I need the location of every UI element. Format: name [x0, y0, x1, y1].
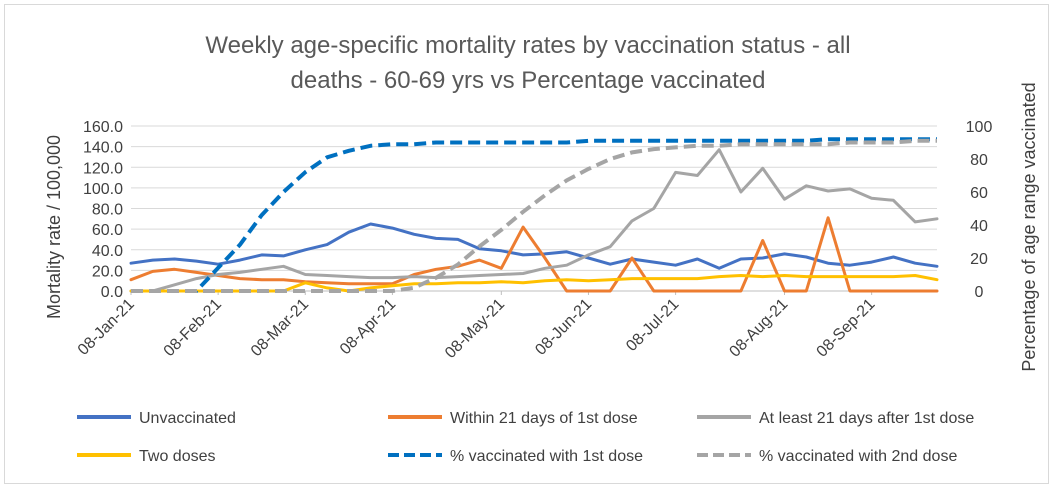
left-tick-label: 120.0	[83, 160, 123, 177]
series-line-4	[131, 137, 937, 293]
legend-label: % vaccinated with 2nd dose	[759, 448, 957, 465]
legend-label: At least 21 days after 1st dose	[759, 410, 974, 427]
chart-svg: Weekly age-specific mortality rates by v…	[44, 32, 1039, 465]
x-tick-label: 08-May-21	[442, 296, 508, 362]
series-line-5	[131, 138, 937, 293]
legend-label: % vaccinated with 1st dose	[450, 448, 643, 465]
series-line-2	[129, 148, 939, 293]
right-axis-ticks: 0 20 40 60 80 100	[966, 119, 993, 301]
series-line-0	[129, 222, 939, 270]
right-tick-label: 60	[970, 185, 988, 202]
x-tick-label: 08-Mar-21	[248, 296, 312, 360]
left-axis-label: Mortality rate / 100,000	[44, 135, 64, 319]
left-tick-label: 40.0	[92, 243, 123, 260]
x-tick-label: 08-Jul-21	[623, 296, 682, 355]
x-axis-ticks: 08-Jan-21 08-Feb-21 08-Mar-21 08-Apr-21 08-M…	[75, 291, 879, 362]
left-tick-label: 100.0	[83, 181, 123, 198]
legend-label: Within 21 days of 1st dose	[450, 410, 638, 427]
right-tick-label: 100	[966, 119, 993, 136]
gridlines	[131, 125, 937, 292]
left-tick-label: 80.0	[92, 202, 123, 219]
x-tick-label: 08-Jun-21	[532, 296, 595, 359]
chart-title-line-1: Weekly age-specific mortality rates by v…	[205, 32, 850, 59]
chart-frame: Weekly age-specific mortality rates by v…	[4, 4, 1049, 484]
x-tick-label: 08-Sep-21	[814, 296, 879, 361]
left-tick-label: 20.0	[92, 263, 123, 280]
x-tick-label: 08-Apr-21	[337, 296, 399, 358]
x-tick-label: 08-Jan-21	[75, 296, 138, 359]
legend-label: Two doses	[139, 448, 215, 465]
left-tick-label: 160.0	[83, 119, 123, 136]
right-tick-label: 20	[970, 251, 988, 268]
chart-title-line-2: deaths - 60-69 yrs vs Percentage vaccina…	[291, 67, 766, 94]
series-lines	[129, 137, 939, 293]
right-axis-label: Percentage of age range vaccinated	[1019, 82, 1039, 371]
right-tick-label: 80	[970, 152, 988, 169]
legend-label: Unvaccinated	[139, 410, 236, 427]
left-axis-ticks: 0.0 20.0 40.0 60.0 80.0 100.0 120.0 140.0 160.0	[83, 119, 123, 301]
legend: Unvaccinated Within 21 days of 1st dose At…	[77, 410, 974, 465]
x-tick-label: 08-Feb-21	[161, 296, 225, 360]
left-tick-label: 0.0	[101, 284, 123, 301]
series-line-1	[129, 216, 939, 293]
right-tick-label: 40	[970, 218, 988, 235]
x-tick-label: 08-Aug-21	[726, 296, 791, 361]
right-tick-label: 0	[975, 284, 984, 301]
left-tick-label: 60.0	[92, 222, 123, 239]
left-tick-label: 140.0	[83, 140, 123, 157]
